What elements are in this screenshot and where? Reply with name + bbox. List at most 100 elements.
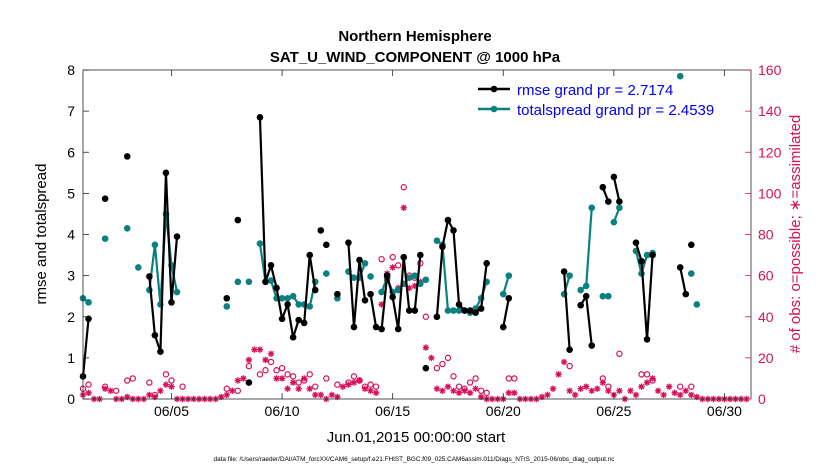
- totalspread-point: [367, 273, 374, 280]
- obs-possible-point: [168, 377, 175, 384]
- obs-possible-point: [306, 371, 313, 378]
- totalspread-point: [289, 292, 297, 300]
- rmse-line: [148, 171, 179, 353]
- obs-assimilated-point: [251, 346, 258, 353]
- rmse-point: [638, 257, 645, 265]
- plot-area: [83, 70, 751, 399]
- y2-tick-label: 0: [758, 391, 766, 407]
- obs-assimilated-point: [472, 385, 479, 392]
- rmse-point: [262, 278, 269, 286]
- rmse-point: [361, 297, 369, 304]
- rmse-point: [610, 173, 618, 181]
- rmse-point: [334, 290, 341, 298]
- y-tick-label: 2: [67, 309, 75, 325]
- rmse-point: [256, 113, 264, 121]
- totalspread-point: [505, 272, 513, 279]
- obs-possible-point: [85, 381, 92, 388]
- obs-possible-point: [450, 373, 457, 380]
- y2-tick-label: 80: [758, 227, 774, 243]
- obs-assimilated-point: [151, 393, 159, 401]
- obs-possible-point: [367, 381, 374, 388]
- rmse-point: [444, 216, 452, 224]
- y-tick-label: 8: [67, 62, 75, 78]
- obs-possible-point: [179, 383, 186, 390]
- obs-assimilated-point: [588, 387, 595, 394]
- obs-possible-point: [466, 379, 474, 386]
- obs-assimilated-point: [461, 387, 468, 394]
- obs-assimilated-point: [466, 389, 474, 397]
- rmse-point: [649, 251, 656, 259]
- obs-assimilated-point: [256, 346, 264, 353]
- rmse-point: [223, 294, 231, 302]
- y-tick-label: 5: [67, 185, 75, 201]
- x-tick-label: 06/20: [486, 403, 521, 419]
- rmse-point: [439, 243, 446, 251]
- obs-possible-point: [350, 373, 358, 380]
- obs-possible-point: [284, 371, 291, 378]
- rmse-point: [599, 183, 607, 191]
- rmse-point: [389, 293, 396, 301]
- rmse-line: [612, 176, 621, 202]
- obs-assimilated-point: [549, 385, 557, 392]
- obs-assimilated-point: [583, 383, 590, 390]
- rmse-line: [679, 267, 687, 295]
- obs-assimilated-point: [300, 375, 308, 382]
- obs-possible-point: [372, 383, 380, 390]
- totalspread-point: [123, 225, 131, 232]
- obs-assimilated-point: [262, 356, 269, 364]
- rmse-point: [455, 301, 463, 308]
- y2-tick-label: 60: [758, 268, 774, 284]
- rmse-point: [616, 198, 623, 205]
- obs-assimilated-point: [400, 204, 407, 211]
- x-axis-label: Jun.01,2015 00:00:00 start: [327, 429, 506, 446]
- obs-assimilated-point: [328, 391, 336, 399]
- legend-spread-marker: [490, 105, 498, 113]
- obs-possible-point: [688, 383, 695, 390]
- totalspread-point: [450, 307, 457, 314]
- rmse-point: [162, 169, 170, 177]
- chart-subtitle: SAT_U_WIND_COMPONENT @ 1000 hPa: [270, 49, 561, 66]
- obs-assimilated-point: [378, 301, 385, 308]
- obs-possible-point: [273, 367, 280, 374]
- obs-assimilated-point: [455, 389, 463, 397]
- totalspread-point: [323, 270, 330, 277]
- rmse-point: [278, 315, 286, 323]
- rmse-point: [477, 305, 485, 312]
- rmse-line: [347, 242, 367, 329]
- rmse-point: [400, 253, 408, 261]
- rmse-point: [682, 290, 690, 298]
- totalspread-point: [151, 241, 159, 249]
- obs-assimilated-point: [571, 391, 579, 399]
- obs-assimilated-point: [146, 391, 153, 399]
- y-tick-label: 3: [67, 268, 75, 284]
- footnote: data file: /Users/raeder/DAI/ATM_forcXX/…: [214, 456, 616, 463]
- totalspread-point: [85, 299, 92, 306]
- rmse-point: [273, 284, 280, 292]
- rmse-line: [502, 298, 510, 328]
- obs-possible-point: [378, 255, 385, 263]
- obs-assimilated-point: [428, 354, 435, 362]
- totalspread-point: [605, 292, 612, 300]
- rmse-point: [356, 256, 363, 264]
- obs-assimilated-point: [372, 389, 380, 397]
- rmse-point: [632, 239, 640, 247]
- totalspread-point: [676, 72, 684, 80]
- obs-assimilated-point: [682, 387, 689, 394]
- totalspread-point: [566, 272, 573, 279]
- obs-assimilated-point: [671, 389, 678, 397]
- obs-assimilated-point: [638, 383, 645, 390]
- rmse-point: [461, 307, 468, 314]
- totalspread-point: [306, 303, 314, 310]
- rmse-point: [85, 315, 92, 323]
- totalspread-point: [405, 274, 413, 281]
- totalspread-point: [422, 276, 430, 284]
- obs-assimilated-point: [627, 387, 634, 394]
- obs-assimilated-point: [245, 356, 253, 364]
- totalspread-point: [234, 278, 242, 286]
- obs-assimilated-point: [406, 284, 413, 292]
- obs-assimilated-point: [240, 375, 247, 382]
- totalspread-point: [433, 237, 441, 244]
- y-tick-label: 0: [67, 391, 75, 407]
- obs-possible-point: [223, 385, 230, 392]
- rmse-point: [306, 251, 314, 259]
